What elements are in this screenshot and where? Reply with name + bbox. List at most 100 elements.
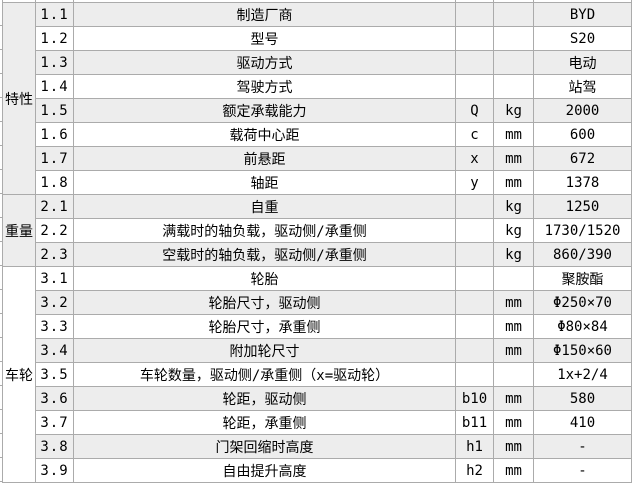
value-cell: 聚胺酯 [533, 266, 632, 291]
symbol-cell [455, 26, 494, 51]
description-cell: 附加轮尺寸 [73, 338, 456, 363]
description-cell: 轴距 [73, 170, 456, 195]
symbol-cell [455, 218, 494, 243]
value-cell: Φ250×70 [533, 290, 632, 315]
symbol-cell [455, 338, 494, 363]
row-number-cell: 1.8 [35, 170, 74, 195]
symbol-cell [455, 314, 494, 339]
row-number-cell: 1.6 [35, 122, 74, 147]
value-cell: 1730/1520 [533, 218, 632, 243]
row-number-cell: 1.5 [35, 98, 74, 123]
symbol-cell: y [455, 170, 494, 195]
unit-cell: mm [493, 314, 534, 339]
unit-cell [493, 2, 534, 27]
description-cell: 轮距，驱动侧 [73, 386, 456, 411]
description-cell: 驱动方式 [73, 50, 456, 75]
row-number-cell: 3.9 [35, 458, 74, 483]
unit-cell: mm [493, 290, 534, 315]
unit-cell: mm [493, 170, 534, 195]
category-cell: 车轮 [2, 266, 36, 483]
unit-cell: mm [493, 146, 534, 171]
value-cell: 1378 [533, 170, 632, 195]
row-number-cell: 3.3 [35, 314, 74, 339]
row-number-cell: 3.2 [35, 290, 74, 315]
description-cell: 满载时的轴负载，驱动侧/承重侧 [73, 218, 456, 243]
symbol-cell: Q [455, 98, 494, 123]
value-cell: 1x+2/4 [533, 362, 632, 387]
description-cell: 驾驶方式 [73, 74, 456, 99]
description-cell: 车轮数量，驱动侧/承重侧（x=驱动轮） [73, 362, 456, 387]
description-cell: 自重 [73, 194, 456, 219]
unit-cell: kg [493, 194, 534, 219]
symbol-cell [455, 74, 494, 99]
unit-cell [493, 362, 534, 387]
row-number-cell: 1.1 [35, 2, 74, 27]
value-cell: 站驾 [533, 74, 632, 99]
description-cell: 载荷中心距 [73, 122, 456, 147]
value-cell: 672 [533, 146, 632, 171]
value-cell: S20 [533, 26, 632, 51]
description-cell: 制造厂商 [73, 2, 456, 27]
description-cell: 自由提升高度 [73, 458, 456, 483]
value-cell: 860/390 [533, 242, 632, 267]
category-cell: 重量 [2, 194, 36, 267]
row-number-cell: 3.5 [35, 362, 74, 387]
symbol-cell [455, 362, 494, 387]
value-cell: - [533, 434, 632, 459]
symbol-cell: c [455, 122, 494, 147]
row-number-cell: 2.2 [35, 218, 74, 243]
description-cell: 空载时的轴负载，驱动侧/承重侧 [73, 242, 456, 267]
description-cell: 门架回缩时高度 [73, 434, 456, 459]
symbol-cell [455, 194, 494, 219]
row-number-cell: 3.7 [35, 410, 74, 435]
row-number-cell: 3.6 [35, 386, 74, 411]
row-number-cell: 1.3 [35, 50, 74, 75]
unit-cell [493, 74, 534, 99]
row-number-cell: 1.4 [35, 74, 74, 99]
unit-cell: kg [493, 218, 534, 243]
symbol-cell: x [455, 146, 494, 171]
row-number-cell: 1.7 [35, 146, 74, 171]
unit-cell [493, 50, 534, 75]
unit-cell: mm [493, 386, 534, 411]
description-cell: 型号 [73, 26, 456, 51]
description-cell: 轮胎尺寸，承重侧 [73, 314, 456, 339]
symbol-cell [455, 242, 494, 267]
symbol-cell: b10 [455, 386, 494, 411]
symbol-cell: h2 [455, 458, 494, 483]
description-cell: 轮胎 [73, 266, 456, 291]
value-cell: BYD [533, 2, 632, 27]
unit-cell: mm [493, 338, 534, 363]
symbol-cell: h1 [455, 434, 494, 459]
symbol-cell [455, 2, 494, 27]
value-cell: 580 [533, 386, 632, 411]
value-cell: Φ80×84 [533, 314, 632, 339]
symbol-cell [455, 290, 494, 315]
unit-cell: mm [493, 434, 534, 459]
row-number-cell: 3.4 [35, 338, 74, 363]
unit-cell [493, 266, 534, 291]
value-cell: 2000 [533, 98, 632, 123]
value-cell: 电动 [533, 50, 632, 75]
description-cell: 额定承载能力 [73, 98, 456, 123]
value-cell: 410 [533, 410, 632, 435]
value-cell: - [533, 458, 632, 483]
description-cell: 轮距，承重侧 [73, 410, 456, 435]
symbol-cell: b11 [455, 410, 494, 435]
category-cell: 特性 [2, 2, 36, 195]
value-cell: 600 [533, 122, 632, 147]
gridline-ticks-left [0, 2, 2, 482]
unit-cell: mm [493, 410, 534, 435]
unit-cell: mm [493, 122, 534, 147]
row-number-cell: 2.3 [35, 242, 74, 267]
symbol-cell [455, 266, 494, 291]
symbol-cell [455, 50, 494, 75]
row-number-cell: 1.2 [35, 26, 74, 51]
description-cell: 前悬距 [73, 146, 456, 171]
unit-cell: mm [493, 458, 534, 483]
value-cell: Φ150×60 [533, 338, 632, 363]
description-cell: 轮胎尺寸，驱动侧 [73, 290, 456, 315]
